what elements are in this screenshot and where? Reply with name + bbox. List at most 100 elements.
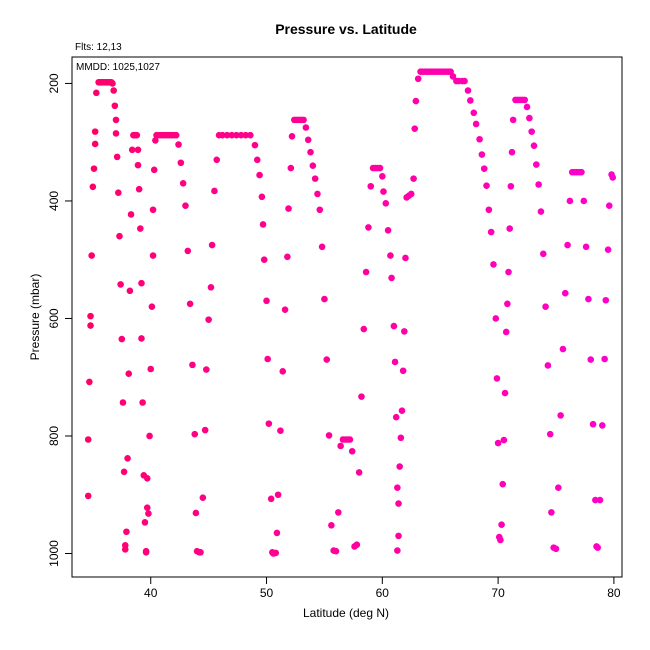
data-point (149, 206, 157, 214)
data-point (353, 541, 361, 548)
x-tick-label: 80 (607, 586, 621, 600)
data-point (125, 370, 133, 378)
data-point (467, 97, 474, 104)
data-point (396, 463, 403, 470)
y-axis: 200 400 600 800 1000 (47, 73, 73, 567)
data-point (501, 389, 509, 397)
data-point (121, 546, 129, 553)
data-point (304, 136, 312, 144)
data-point (111, 102, 119, 110)
x-tick-label: 50 (260, 586, 274, 600)
data-point (592, 496, 599, 504)
data-point (521, 96, 529, 104)
data-point (483, 182, 490, 189)
data-point (147, 365, 155, 373)
data-point (582, 243, 590, 251)
data-point (253, 156, 261, 164)
data-point (84, 436, 92, 443)
data-point (316, 206, 324, 214)
data-point (148, 303, 156, 311)
data-point (412, 97, 420, 105)
data-point (395, 532, 402, 540)
data-point (399, 367, 407, 375)
data-point (509, 116, 517, 124)
data-point (287, 164, 295, 172)
data-point (492, 315, 500, 322)
data-point (141, 519, 149, 526)
data-point (84, 492, 92, 500)
data-point (314, 190, 321, 198)
data-point (143, 504, 151, 511)
data-point (487, 228, 495, 236)
data-point (580, 197, 588, 205)
data-point (500, 436, 508, 444)
data-point (208, 241, 216, 249)
data-point (205, 316, 212, 323)
data-point (273, 529, 281, 537)
data-point (348, 447, 356, 455)
data-point (91, 140, 99, 148)
data-point (123, 528, 130, 536)
data-point (302, 124, 310, 131)
data-point (478, 151, 486, 158)
data-point (587, 356, 595, 363)
data-point (360, 325, 368, 333)
data-point (93, 89, 100, 97)
data-point (398, 407, 406, 415)
data-point (601, 355, 608, 363)
data-point (449, 73, 457, 80)
data-point (542, 303, 549, 311)
data-point (464, 87, 472, 94)
data-point (528, 128, 535, 135)
data-point (281, 306, 289, 313)
data-point (207, 284, 215, 291)
data-point (346, 436, 354, 443)
data-point (559, 345, 567, 353)
data-point (585, 295, 592, 303)
data-point (90, 165, 98, 172)
data-point (152, 137, 159, 144)
data-point (499, 480, 507, 488)
data-point (365, 224, 372, 231)
data-point (113, 153, 121, 161)
data-point (380, 188, 387, 195)
chart-title: Pressure vs. Latitude (275, 21, 417, 37)
data-point (189, 361, 196, 369)
data-point (546, 430, 554, 438)
data-point (127, 211, 135, 218)
data-point (508, 148, 516, 156)
data-point (414, 75, 422, 83)
x-tick-label: 40 (144, 586, 158, 600)
data-point (143, 474, 151, 482)
data-point (115, 189, 122, 197)
data-point (265, 420, 273, 427)
data-point (544, 362, 552, 369)
data-point (118, 335, 126, 343)
data-point (177, 159, 185, 167)
y-tick-label: 200 (47, 73, 61, 93)
data-point (277, 427, 284, 434)
data-point (502, 328, 510, 336)
data-point (548, 509, 555, 516)
data-point (89, 183, 97, 191)
data-point (203, 366, 210, 373)
data-point (397, 434, 405, 442)
data-point (274, 491, 282, 499)
data-point (311, 175, 319, 182)
data-point (307, 148, 314, 156)
data-point (596, 496, 604, 504)
data-point (137, 225, 144, 232)
data-point (476, 135, 483, 143)
x-axis-label: Latitude (deg N) (303, 606, 389, 620)
data-point (578, 168, 585, 176)
data-point (211, 187, 218, 195)
data-point (135, 185, 143, 193)
data-point (410, 175, 417, 182)
data-point (247, 131, 254, 139)
data-point (552, 545, 560, 553)
data-point (480, 165, 488, 172)
data-point (485, 206, 493, 214)
data-point (498, 521, 505, 529)
data-point (186, 300, 194, 308)
